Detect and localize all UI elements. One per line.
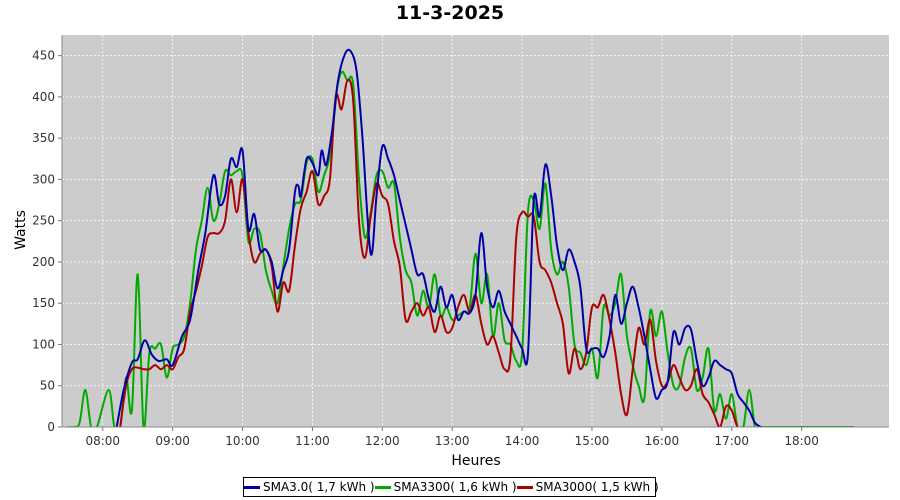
x-tick-label: 09:00 — [155, 434, 190, 448]
legend-item: SMA3.0( 1,7 kWh ) — [244, 480, 375, 494]
y-tick-label: 400 — [32, 90, 55, 104]
x-tick-label: 13:00 — [435, 434, 470, 448]
legend-item: SMA3300( 1,6 kWh ) — [374, 480, 517, 494]
legend-swatch — [244, 485, 260, 489]
x-tick-label: 16:00 — [645, 434, 680, 448]
legend-label: SMA3300( 1,6 kWh ) — [393, 480, 517, 494]
x-tick-label: 17:00 — [714, 434, 749, 448]
y-tick-label: 350 — [32, 131, 55, 145]
y-axis-label: Watts — [13, 210, 29, 250]
legend-label: SMA3000( 1,5 kWh ) — [535, 480, 659, 494]
legend-item: SMA3000( 1,5 kWh ) — [516, 480, 659, 494]
y-tick-label: 200 — [32, 255, 55, 269]
legend-label: SMA3.0( 1,7 kWh ) — [263, 480, 375, 494]
chart-legend: SMA3.0( 1,7 kWh ) SMA3300( 1,6 kWh ) SMA… — [243, 477, 659, 497]
y-tick-label: 50 — [40, 379, 55, 393]
series-line-1 — [115, 48, 762, 427]
y-tick-label: 150 — [32, 296, 55, 310]
y-tick-label: 0 — [47, 420, 55, 434]
plot-area — [62, 35, 889, 427]
x-tick-label: 15:00 — [575, 434, 610, 448]
series-line-3 — [119, 78, 744, 427]
y-tick-label: 250 — [32, 214, 55, 228]
y-tick-label: 100 — [32, 337, 55, 351]
x-tick-label: 10:00 — [225, 434, 260, 448]
x-tick-label: 08:00 — [85, 434, 120, 448]
chart-title: 11-3-2025 — [395, 2, 505, 24]
x-tick-label: 11:00 — [295, 434, 330, 448]
series-line-2 — [67, 70, 855, 427]
x-tick-label: 12:00 — [365, 434, 400, 448]
x-tick-label: 14:00 — [505, 434, 540, 448]
legend-swatch — [516, 485, 533, 489]
legend-swatch — [374, 485, 391, 489]
y-tick-label: 450 — [32, 49, 55, 63]
y-tick-label: 300 — [32, 172, 55, 186]
x-tick-label: 18:00 — [784, 434, 819, 448]
x-axis-label: Heures — [451, 453, 500, 469]
